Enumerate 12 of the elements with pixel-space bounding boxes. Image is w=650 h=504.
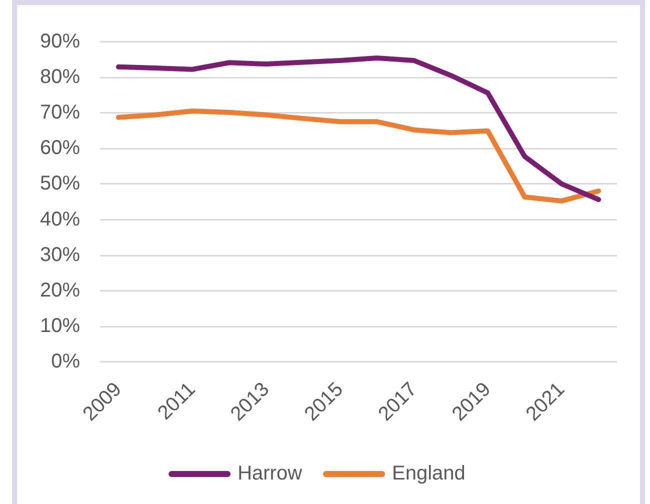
legend-label: Harrow (238, 462, 303, 485)
y-tick-label: 40% (40, 208, 80, 230)
y-tick-label: 30% (40, 244, 80, 266)
y-tick-label: 10% (40, 314, 80, 337)
y-tick-label: 20% (40, 279, 80, 302)
y-tick-label: 90% (40, 30, 80, 53)
y-tick-label: 0% (51, 350, 80, 373)
y-tick-label: 60% (40, 137, 80, 160)
y-tick-label: 80% (40, 66, 80, 88)
legend-label: England (392, 462, 466, 485)
y-tick-label: 50% (40, 172, 80, 195)
y-tick-label: 70% (40, 102, 80, 124)
